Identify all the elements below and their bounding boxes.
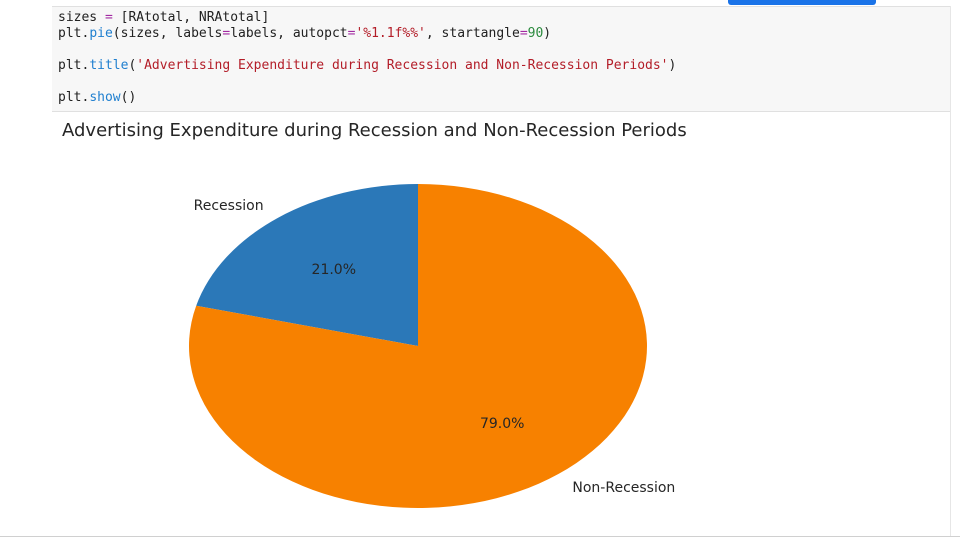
code-token: [RAtotal, NRAtotal] (112, 10, 270, 25)
code-token: , startangle (425, 26, 520, 41)
pie-category-label: Non-Recession (572, 480, 675, 496)
toolbar-action-button[interactable] (728, 0, 876, 5)
code-token: plt. (58, 26, 90, 41)
code-token: () (120, 90, 137, 105)
pie-chart: 21.0% Recession 79.0% Non-Recession (189, 184, 675, 508)
code-token: 90 (527, 26, 544, 41)
pie-pct-label: 21.0% (312, 262, 356, 278)
code-token: show (89, 90, 121, 105)
code-token: = (222, 26, 231, 41)
pie-slice-recession (196, 184, 418, 346)
scrollbar-track[interactable] (950, 6, 951, 536)
code-token: labels, autopct (230, 26, 348, 41)
pie-pct-label: 79.0% (480, 416, 524, 432)
code-line: sizes = [RAtotal, NRAtotal] (58, 10, 269, 26)
code-cell[interactable]: sizes = [RAtotal, NRAtotal] plt.pie(sizes… (52, 6, 950, 112)
code-token: ( (128, 58, 137, 73)
code-token: ) (543, 26, 552, 41)
code-token: plt. (58, 90, 90, 105)
pie-slice-non-recession (189, 184, 647, 508)
code-token: sizes (58, 10, 105, 25)
code-line: plt.pie(sizes, labels=labels, autopct='%… (58, 26, 551, 42)
code-line: plt.title('Advertising Expenditure durin… (58, 58, 676, 74)
code-token: title (89, 58, 129, 73)
cell-divider (0, 536, 960, 537)
pie-category-label: Recession (194, 198, 264, 214)
code-token: '%1.1f%%' (355, 26, 426, 41)
code-token: plt. (58, 58, 90, 73)
code-token: ) (668, 58, 677, 73)
cell-output: 21.0% Recession 79.0% Non-Recession Adverti… (52, 112, 950, 536)
code-token: pie (89, 26, 113, 41)
chart-title: Advertising Expenditure during Recession… (62, 120, 687, 141)
code-token: = (347, 26, 356, 41)
code-token: (sizes, labels (112, 26, 223, 41)
code-line: plt.show() (58, 90, 136, 106)
notebook-toolbar (0, 0, 960, 6)
code-token: 'Advertising Expenditure during Recessio… (136, 58, 669, 73)
code-token: = (519, 26, 528, 41)
code-token: = (104, 10, 113, 25)
